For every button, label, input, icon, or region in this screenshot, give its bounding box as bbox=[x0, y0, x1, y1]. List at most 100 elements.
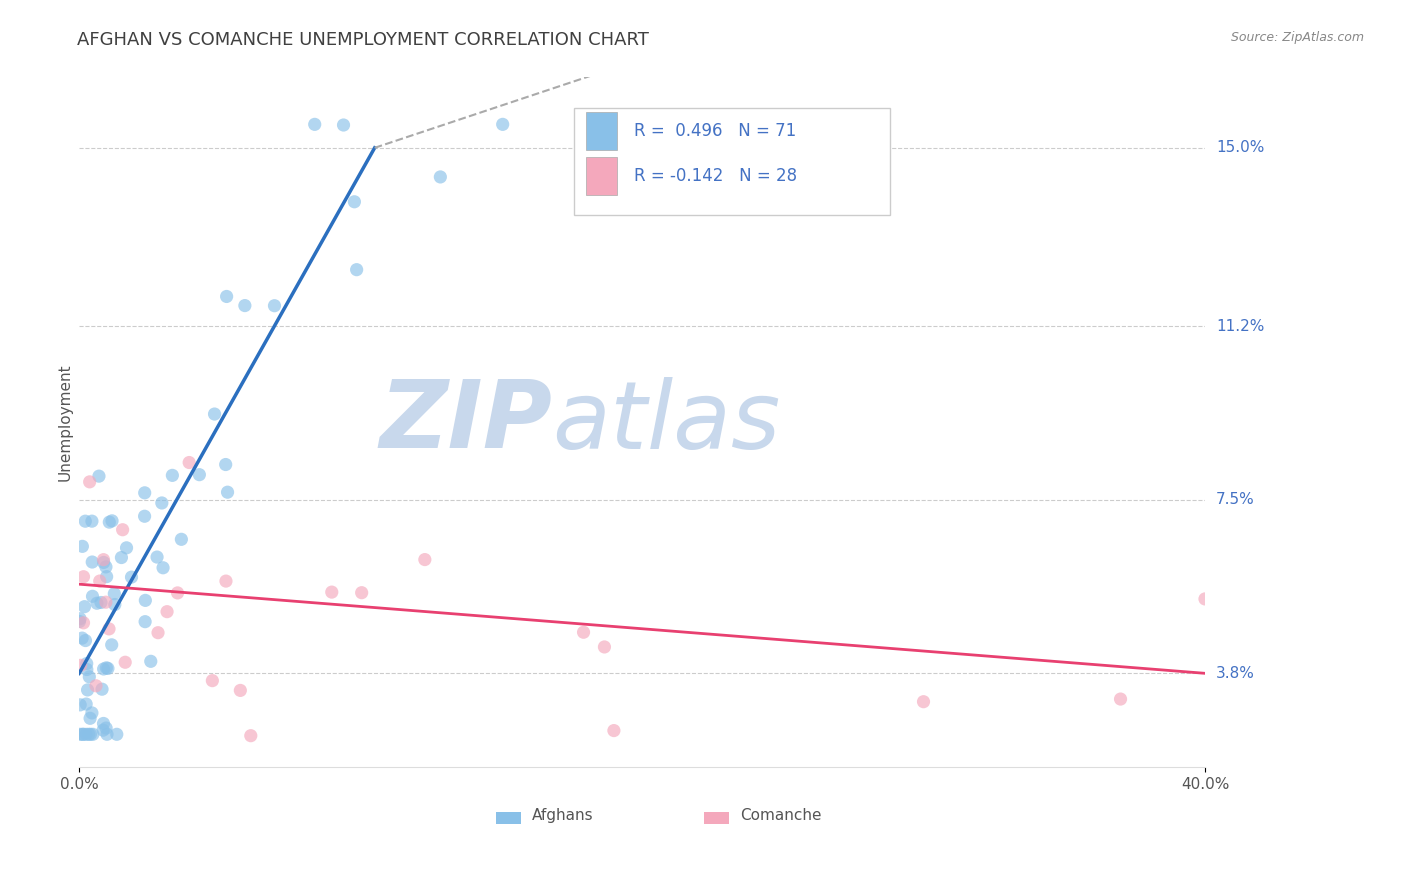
Text: 15.0%: 15.0% bbox=[1216, 140, 1264, 155]
Point bbox=[69, 615, 91, 629]
Point bbox=[76, 682, 98, 697]
Point bbox=[80, 514, 103, 528]
Point bbox=[103, 587, 125, 601]
Point bbox=[82, 590, 104, 604]
Point bbox=[912, 695, 935, 709]
Point bbox=[76, 657, 98, 671]
Point bbox=[413, 552, 436, 566]
Point bbox=[84, 679, 107, 693]
Point bbox=[572, 625, 595, 640]
Point bbox=[72, 727, 94, 741]
Point bbox=[79, 475, 101, 489]
Point bbox=[350, 585, 373, 599]
Point bbox=[179, 456, 201, 470]
Point bbox=[97, 661, 120, 675]
Text: Source: ZipAtlas.com: Source: ZipAtlas.com bbox=[1230, 31, 1364, 45]
Point bbox=[162, 468, 184, 483]
Point bbox=[134, 593, 156, 607]
Point bbox=[69, 658, 91, 673]
Point bbox=[233, 299, 256, 313]
Point bbox=[75, 514, 97, 528]
Point bbox=[263, 299, 285, 313]
Point bbox=[80, 706, 103, 720]
Point bbox=[1109, 692, 1132, 706]
Point bbox=[150, 496, 173, 510]
Point bbox=[492, 117, 515, 131]
Point bbox=[346, 262, 368, 277]
Point bbox=[215, 289, 238, 303]
Point bbox=[217, 485, 239, 500]
Point bbox=[593, 640, 616, 654]
Text: R = -0.142   N = 28: R = -0.142 N = 28 bbox=[634, 167, 797, 185]
Point bbox=[89, 574, 111, 588]
Point bbox=[72, 539, 94, 553]
Point bbox=[239, 729, 262, 743]
Point bbox=[332, 118, 354, 132]
Point bbox=[72, 570, 94, 584]
Text: 11.2%: 11.2% bbox=[1216, 318, 1264, 334]
Point bbox=[79, 711, 101, 725]
Point bbox=[104, 598, 127, 612]
Point bbox=[93, 552, 115, 566]
Point bbox=[105, 727, 128, 741]
Point bbox=[82, 727, 104, 741]
Point bbox=[134, 509, 156, 524]
Point bbox=[170, 533, 193, 547]
Point bbox=[72, 727, 94, 741]
Point bbox=[134, 485, 156, 500]
Point bbox=[93, 556, 115, 570]
Point bbox=[75, 633, 97, 648]
Point bbox=[79, 670, 101, 684]
Point bbox=[86, 596, 108, 610]
Point bbox=[1194, 591, 1216, 606]
FancyBboxPatch shape bbox=[704, 812, 730, 823]
Point bbox=[100, 638, 122, 652]
Point bbox=[93, 716, 115, 731]
Point bbox=[79, 727, 101, 741]
Point bbox=[188, 467, 211, 482]
Point bbox=[90, 595, 112, 609]
Point bbox=[304, 117, 326, 131]
Point bbox=[94, 595, 117, 609]
Point bbox=[82, 555, 104, 569]
Point bbox=[201, 673, 224, 688]
Point bbox=[70, 631, 93, 645]
Point bbox=[111, 523, 134, 537]
Point bbox=[101, 514, 124, 528]
Point bbox=[134, 615, 156, 629]
Point bbox=[69, 727, 91, 741]
Point bbox=[215, 574, 238, 588]
Point bbox=[110, 550, 132, 565]
Point bbox=[98, 622, 121, 636]
Point bbox=[429, 169, 451, 184]
Text: R =  0.496   N = 71: R = 0.496 N = 71 bbox=[634, 122, 796, 140]
Point bbox=[91, 723, 114, 738]
Point bbox=[73, 599, 96, 614]
Point bbox=[152, 561, 174, 575]
Point bbox=[166, 586, 188, 600]
FancyBboxPatch shape bbox=[496, 812, 522, 823]
Point bbox=[146, 550, 169, 565]
Point bbox=[75, 727, 97, 741]
Point bbox=[98, 515, 121, 529]
Text: 3.8%: 3.8% bbox=[1216, 665, 1256, 681]
Text: ZIP: ZIP bbox=[380, 376, 553, 468]
Point bbox=[87, 469, 110, 483]
Point bbox=[96, 569, 118, 583]
Point bbox=[156, 605, 179, 619]
Point bbox=[69, 612, 91, 626]
Text: Afghans: Afghans bbox=[533, 808, 593, 823]
Point bbox=[146, 625, 169, 640]
Point bbox=[215, 458, 238, 472]
Point bbox=[76, 663, 98, 677]
Point bbox=[343, 194, 366, 209]
Point bbox=[321, 585, 343, 599]
Point bbox=[91, 682, 114, 697]
FancyBboxPatch shape bbox=[586, 112, 617, 150]
Point bbox=[603, 723, 626, 738]
Point bbox=[93, 662, 115, 676]
Point bbox=[115, 541, 138, 555]
Point bbox=[94, 721, 117, 735]
Point bbox=[121, 570, 143, 584]
Point bbox=[77, 727, 100, 741]
